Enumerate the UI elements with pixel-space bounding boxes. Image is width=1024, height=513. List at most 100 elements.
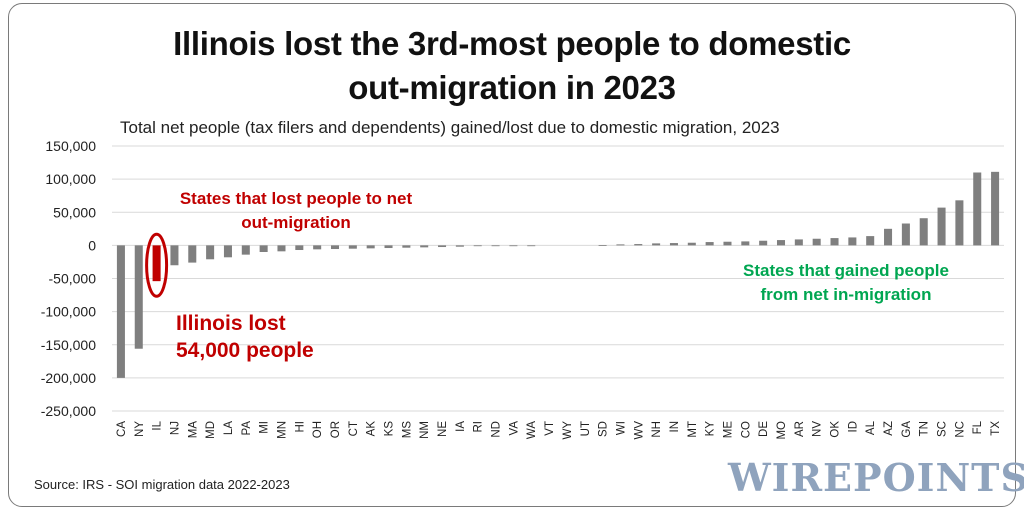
bar-nm (420, 245, 429, 248)
x-tick-label: NV (812, 421, 824, 437)
bar-nh (652, 243, 661, 246)
source-note: Source: IRS - SOI migration data 2022-20… (34, 477, 290, 492)
x-tick-label: SD (598, 421, 610, 437)
x-tick-label: WA (526, 421, 538, 439)
y-tick-label: -50,000 (49, 271, 97, 287)
x-tick-label: UT (580, 421, 592, 436)
y-tick-label: 50,000 (53, 204, 96, 220)
bar-id (848, 237, 857, 246)
x-tick-label: CO (740, 421, 752, 438)
annotation-lost-states-line-2: out-migration (241, 213, 351, 232)
x-tick-label: AZ (883, 421, 895, 436)
bar-me (723, 241, 732, 246)
x-tick-label: AK (366, 421, 378, 437)
y-tick-label: -100,000 (41, 304, 96, 320)
bar-or (330, 245, 340, 250)
x-tick-label: VA (508, 421, 520, 436)
x-tick-label: KS (384, 421, 396, 437)
bar-ak (366, 245, 375, 249)
bar-ne (438, 245, 447, 248)
bar-ks (384, 245, 393, 249)
bar-az (884, 228, 893, 246)
bar-de (759, 240, 768, 246)
bar-tn (919, 218, 928, 246)
bar-il (152, 245, 161, 282)
x-tick-label: MD (205, 421, 217, 439)
x-tick-label: ID (847, 421, 859, 433)
x-tick-label: FL (972, 420, 984, 434)
bar-ok (830, 238, 839, 246)
x-tick-label: KY (705, 421, 717, 437)
bar-ny (134, 245, 143, 349)
bar-ms (402, 245, 411, 248)
annotation-illinois-lost-line-2: 54,000 people (176, 339, 314, 362)
annotation-illinois-lost-line-1: Illinois lost (176, 312, 286, 335)
bar-mi (259, 245, 268, 252)
bar-mt (687, 242, 696, 246)
x-tick-label: TN (919, 421, 931, 436)
title-line-1: Illinois lost the 3rd-most people to dom… (173, 25, 851, 62)
y-tick-label: -200,000 (41, 370, 96, 386)
x-tick-label: OH (312, 421, 324, 438)
x-tick-label: HI (294, 421, 306, 433)
x-tick-label: NY (134, 421, 146, 437)
bar-wa (527, 245, 536, 247)
bar-mo (776, 240, 786, 246)
bar-ca (116, 245, 125, 378)
x-tick-label: NH (651, 421, 663, 438)
x-tick-label: AL (865, 420, 877, 435)
bar-va (509, 245, 518, 247)
bar-ky (705, 242, 714, 246)
bar-sd (598, 245, 607, 246)
x-tick-label: MT (687, 421, 699, 438)
y-tick-label: 100,000 (45, 171, 96, 187)
x-tick-label: MS (401, 421, 413, 439)
y-tick-label: -150,000 (41, 337, 96, 353)
chart-title: Illinois lost the 3rd-most people to dom… (0, 22, 1024, 110)
y-tick-label: 150,000 (45, 138, 96, 154)
bar-al (866, 236, 875, 246)
bar-fl (973, 172, 982, 246)
bar-wv (634, 244, 643, 246)
x-tick-label: IN (669, 421, 681, 433)
illinois-highlight-ellipse (145, 232, 169, 298)
x-tick-label: PA (241, 421, 253, 436)
bar-md (206, 245, 215, 260)
annotation-gained-states-line-2: from net in-migration (761, 285, 932, 304)
bar-in (669, 243, 678, 246)
x-tick-label: NE (437, 421, 449, 437)
bar-co (741, 241, 750, 246)
x-tick-label: IA (455, 421, 467, 432)
x-tick-label: ND (491, 421, 503, 438)
wirepoints-logo: WIREPOINTS (728, 455, 1024, 500)
x-tick-label: MO (776, 421, 788, 440)
bar-nd (491, 245, 500, 247)
x-tick-label: CA (116, 421, 128, 437)
x-tick-label: RI (473, 421, 485, 433)
x-tick-label: SC (937, 421, 949, 437)
chart-subtitle: Total net people (tax filers and depende… (120, 118, 780, 137)
bar-oh (313, 245, 322, 250)
x-tick-label: LA (223, 421, 235, 435)
bar-nv (812, 238, 821, 246)
bar-nc (955, 200, 964, 246)
annotation-lost-states-line-1: States that lost people to net (180, 189, 413, 208)
x-tick-label: MA (187, 421, 199, 439)
bar-ma (188, 245, 197, 263)
bar-mn (277, 245, 286, 252)
annotation-gained-states-line-1: States that gained people (743, 261, 949, 280)
bar-sc (937, 207, 946, 246)
x-tick-label: IL (152, 420, 164, 430)
bar-la (223, 245, 232, 258)
bar-nj (170, 245, 179, 266)
title-line-2: out-migration in 2023 (348, 69, 676, 106)
x-tick-label: TX (990, 421, 1002, 436)
x-tick-label: WV (633, 421, 645, 440)
x-tick-label: VT (544, 421, 556, 436)
bar-hi (295, 245, 304, 251)
bar-wi (616, 244, 625, 246)
bar-ga (901, 223, 910, 246)
bar-pa (241, 245, 250, 255)
x-tick-label: DE (758, 421, 770, 437)
